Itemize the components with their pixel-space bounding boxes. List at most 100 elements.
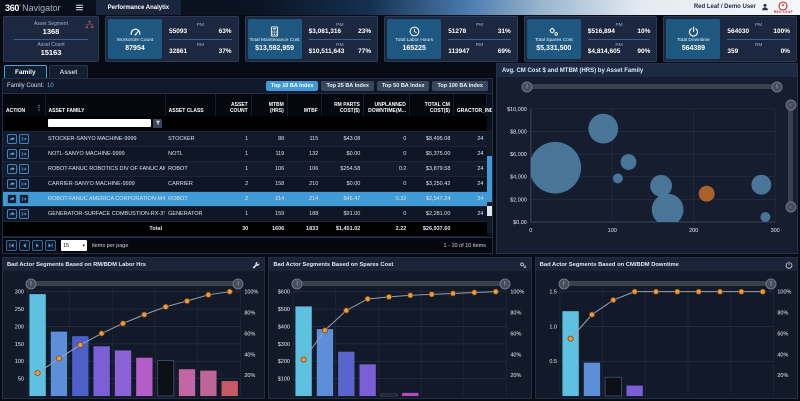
slider-handle-right[interactable]: ∥ bbox=[765, 278, 777, 289]
slider-handle-top[interactable]: = bbox=[785, 99, 796, 111]
prev-page-button[interactable] bbox=[19, 240, 30, 251]
export-row-button[interactable] bbox=[19, 193, 29, 204]
column-header[interactable]: ASSET CLASS bbox=[165, 94, 216, 116]
export-row-button[interactable] bbox=[19, 133, 29, 144]
pareto-bar[interactable] bbox=[200, 370, 217, 397]
pareto-bar[interactable] bbox=[178, 369, 196, 397]
column-header[interactable]: MTBM (HRS) bbox=[251, 94, 288, 116]
slider-handle-left[interactable]: ∥ bbox=[291, 278, 303, 289]
table-row[interactable]: STOCKER-SANYO MACHINE-9999 STOCKER 1 88 … bbox=[3, 131, 487, 147]
pareto-bar[interactable] bbox=[157, 360, 175, 397]
scrollbar-thumb-secondary[interactable] bbox=[487, 205, 492, 217]
cell-total-cm-cost: $3,250.42 bbox=[409, 176, 454, 192]
pareto-bar[interactable] bbox=[562, 311, 579, 397]
share-row-button[interactable] bbox=[7, 133, 17, 144]
tab-asset[interactable]: Asset bbox=[48, 65, 89, 78]
bubble-point[interactable] bbox=[529, 141, 582, 194]
ba-index-button[interactable]: Top 25 BA Index bbox=[321, 81, 374, 91]
slider-handle-left[interactable]: ∥ bbox=[558, 278, 570, 289]
pareto-bar[interactable] bbox=[29, 294, 46, 397]
bubble-point[interactable] bbox=[651, 193, 684, 226]
pareto-bar[interactable] bbox=[136, 357, 153, 397]
pareto-bar[interactable] bbox=[295, 306, 313, 397]
bubble-point[interactable] bbox=[698, 185, 715, 202]
page-size-select[interactable]: 15 ▾ bbox=[61, 240, 87, 251]
column-menu-icon[interactable]: ⋮ bbox=[35, 105, 43, 113]
pareto-bar[interactable] bbox=[317, 329, 334, 397]
bubble-point[interactable] bbox=[620, 154, 637, 170]
share-row-button[interactable] bbox=[7, 178, 17, 189]
cell-asset-count: 1 bbox=[215, 161, 252, 177]
bubble-point[interactable] bbox=[760, 211, 771, 222]
table-row[interactable]: ROBOT-FANUC ROBOTICS DIV OF FANUC AMERIC… bbox=[3, 161, 487, 177]
pareto-bar[interactable] bbox=[72, 336, 89, 397]
column-header[interactable]: UNPLANNED DOWNTIME(M... bbox=[363, 94, 410, 116]
next-page-button[interactable] bbox=[32, 240, 43, 251]
ba-index-button[interactable]: Top 50 BA Index bbox=[376, 81, 430, 91]
user-area[interactable]: Red Leaf / Demo User RED LEAF bbox=[694, 1, 800, 15]
export-row-button[interactable] bbox=[19, 178, 29, 189]
pm-value: $3,081,316 bbox=[308, 27, 342, 35]
pm-label: PM bbox=[475, 22, 484, 28]
pareto-bar[interactable] bbox=[221, 381, 238, 397]
total-gractor bbox=[453, 221, 487, 237]
last-page-button[interactable] bbox=[45, 240, 56, 251]
kpi-pm-row: PM $3,081,316 23% bbox=[309, 19, 372, 39]
share-icon bbox=[9, 151, 15, 156]
share-row-button[interactable] bbox=[7, 193, 17, 204]
tab-family[interactable]: Family bbox=[4, 65, 47, 78]
export-row-button[interactable] bbox=[19, 163, 29, 174]
table-row[interactable]: NOTL-SANYO MACHINE-9999 NOTL 1 119 132 $… bbox=[3, 146, 487, 162]
pareto-bar[interactable] bbox=[626, 385, 643, 397]
pareto-bar[interactable] bbox=[604, 376, 622, 397]
column-header[interactable]: GRACTOR_IND... bbox=[453, 94, 492, 116]
column-header[interactable]: ASSET FAMILY bbox=[45, 94, 166, 116]
column-header[interactable]: RM PARTS COST($) bbox=[321, 94, 364, 116]
first-page-button[interactable] bbox=[6, 240, 17, 251]
kpi-label: Total Maintenance Cost bbox=[249, 38, 300, 44]
slider-handle-right[interactable]: ∥ bbox=[499, 278, 511, 289]
bubble-point[interactable] bbox=[588, 113, 619, 144]
cell-mtbm: 106 bbox=[251, 161, 288, 177]
pareto-bar[interactable] bbox=[380, 393, 398, 397]
kpi-stats: PM $3,081,316 23% RM $10,511,643 77% bbox=[305, 19, 376, 59]
column-header[interactable]: MTBF bbox=[287, 94, 322, 116]
pareto-row: Bad Actor Segments Based on RM/BDM Labor… bbox=[2, 257, 798, 399]
cell-rm-parts-cost: $91.00 bbox=[321, 206, 364, 222]
ba-index-button[interactable]: Top 10 BA Index bbox=[266, 81, 319, 91]
column-header[interactable]: TOTAL CM COST($) bbox=[409, 94, 454, 116]
share-row-button[interactable] bbox=[7, 163, 17, 174]
table-row[interactable]: ROBOT-FANUC AMERICA CORPORATION-M410iA(1… bbox=[3, 191, 487, 207]
pareto-bar[interactable] bbox=[583, 362, 600, 397]
table-row[interactable]: GENERATOR-SURFACE COMBUSTION-RX-3T RX Ge… bbox=[3, 206, 487, 222]
slider-handle-left[interactable]: ∥ bbox=[25, 278, 37, 289]
table-scrollbar[interactable] bbox=[487, 129, 492, 233]
scrollbar-thumb[interactable] bbox=[487, 156, 492, 202]
export-row-button[interactable] bbox=[19, 148, 29, 159]
share-row-button[interactable] bbox=[7, 208, 17, 219]
pareto-bar[interactable] bbox=[93, 346, 110, 397]
bubble-point[interactable] bbox=[650, 174, 673, 197]
cell-rm-parts-cost: $0.00 bbox=[321, 176, 364, 192]
column-header[interactable]: ASSET COUNT bbox=[215, 94, 252, 116]
table-row[interactable]: CARRIER-SANYO MACHINE-9999 CARRIER 2 158… bbox=[3, 176, 487, 192]
hamburger-menu-icon[interactable] bbox=[75, 3, 84, 12]
pareto-bar[interactable] bbox=[359, 364, 377, 397]
bubble-point[interactable] bbox=[612, 173, 623, 184]
slider-handle-right[interactable]: ∥ bbox=[232, 278, 244, 289]
tab-performance-analytix[interactable]: Performance Analytix bbox=[95, 0, 182, 15]
slider-handle-bottom[interactable]: = bbox=[785, 201, 796, 213]
bubble-point[interactable] bbox=[751, 174, 772, 195]
ba-index-button[interactable]: Top 100 BA Index bbox=[432, 81, 488, 91]
pareto-bar[interactable] bbox=[50, 331, 68, 397]
asset-family-filter-input[interactable] bbox=[48, 119, 152, 128]
slider-handle-left[interactable]: ∥ bbox=[521, 81, 533, 92]
pareto-bar[interactable] bbox=[114, 350, 132, 397]
export-row-button[interactable] bbox=[19, 208, 29, 219]
column-header[interactable]: ACTION ⋮ bbox=[3, 94, 46, 116]
pareto-bar[interactable] bbox=[402, 392, 419, 397]
slider-handle-right[interactable]: ∥ bbox=[771, 81, 783, 92]
filter-funnel-button[interactable] bbox=[153, 118, 163, 128]
share-row-button[interactable] bbox=[7, 148, 17, 159]
pareto-bar[interactable] bbox=[338, 351, 355, 397]
